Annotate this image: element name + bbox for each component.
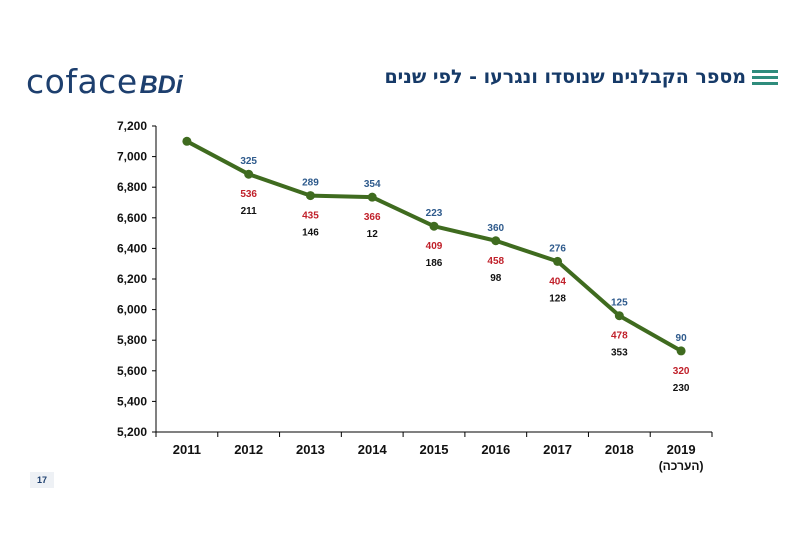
x-tick-label: 2014 [358, 442, 388, 457]
removed-count-label: 478 [611, 331, 628, 342]
data-point [244, 169, 254, 179]
added-count-label: 276 [549, 243, 566, 254]
data-point [614, 311, 624, 321]
removed-count-label: 536 [240, 189, 257, 200]
x-tick-label: 2018 [605, 442, 634, 457]
y-tick-label: 6,800 [117, 180, 147, 194]
data-point [491, 236, 501, 246]
menu-lines-icon [752, 69, 778, 85]
other-count-label: 211 [241, 206, 258, 217]
removed-count-label: 458 [487, 256, 504, 267]
x-tick-label: 2011 [173, 442, 201, 457]
added-count-label: 289 [302, 178, 319, 189]
other-count-label: 98 [490, 273, 502, 284]
coface-logo: coface BDi [26, 62, 183, 101]
x-tick-label: 2016 [481, 442, 510, 457]
y-tick-label: 5,800 [117, 333, 147, 347]
other-count-label: 12 [367, 229, 379, 240]
logo-text: coface [26, 62, 138, 101]
x-tick-label: 2015 [420, 442, 449, 457]
y-tick-label: 7,200 [117, 119, 147, 133]
y-tick-label: 6,600 [117, 211, 147, 225]
other-count-label: 146 [302, 228, 319, 239]
added-count-label: 90 [676, 333, 688, 344]
slide-header: מספר הקבלנים שנוסדו ונגרעו - לפי שנים [384, 66, 778, 88]
x-tick-label: 2019 [667, 442, 696, 457]
x-tick-label: 2017 [543, 442, 572, 457]
y-tick-label: 5,400 [117, 394, 147, 408]
removed-count-label: 320 [673, 366, 690, 377]
removed-count-label: 404 [549, 276, 566, 287]
data-point [676, 346, 686, 356]
added-count-label: 354 [364, 179, 381, 190]
x-tick-sublabel: (הערכה) [659, 459, 704, 473]
data-point [182, 136, 192, 146]
data-point [305, 191, 315, 201]
y-tick-label: 5,200 [117, 425, 147, 439]
other-count-label: 186 [426, 258, 443, 269]
removed-count-label: 409 [426, 241, 443, 252]
y-tick-label: 6,400 [117, 241, 147, 255]
added-count-label: 360 [487, 223, 504, 234]
x-tick-label: 2013 [296, 442, 325, 457]
y-tick-label: 6,000 [117, 303, 147, 317]
removed-count-label: 435 [302, 211, 319, 222]
other-count-label: 230 [673, 383, 690, 394]
other-count-label: 128 [549, 293, 566, 304]
y-tick-label: 7,000 [117, 150, 147, 164]
other-count-label: 353 [611, 348, 628, 359]
x-tick-label: 2012 [234, 442, 263, 457]
slide-title: מספר הקבלנים שנוסדו ונגרעו - לפי שנים [384, 66, 746, 88]
added-count-label: 223 [426, 208, 443, 219]
added-count-label: 325 [240, 156, 257, 167]
y-tick-label: 6,200 [117, 272, 147, 286]
data-point [367, 192, 377, 202]
data-point [553, 256, 563, 266]
logo-suffix: BDi [139, 71, 183, 99]
added-count-label: 125 [611, 298, 628, 309]
page-number: 17 [30, 472, 54, 488]
y-tick-label: 5,600 [117, 364, 147, 378]
removed-count-label: 366 [364, 212, 381, 223]
data-point [429, 221, 439, 231]
